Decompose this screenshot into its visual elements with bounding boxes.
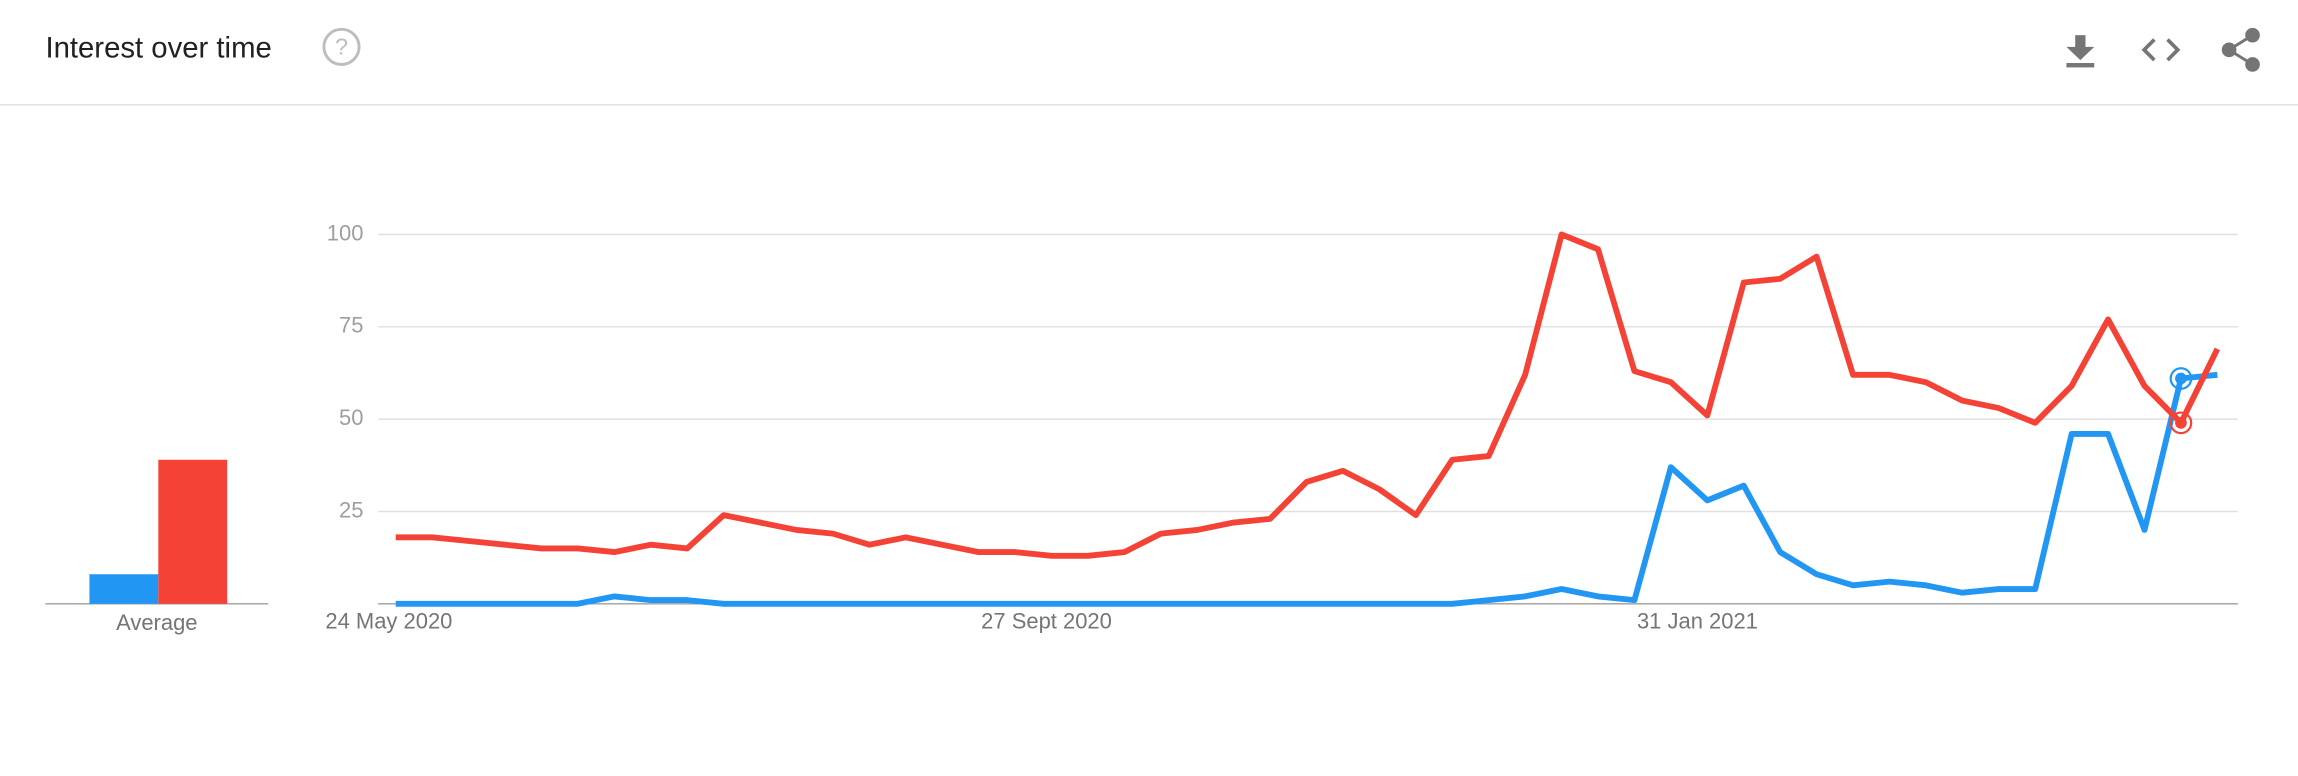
x-tick-label: 31 Jan 2021 — [1637, 609, 1758, 634]
y-tick-label: 50 — [339, 405, 363, 430]
x-tick-label: 24 May 2020 — [325, 609, 452, 634]
line-series — [395, 371, 2218, 607]
hover-point — [2175, 416, 2187, 429]
average-label: Average — [116, 610, 197, 635]
average-bar — [89, 574, 159, 604]
average-bar — [158, 459, 228, 604]
embed-button[interactable] — [2141, 38, 2181, 62]
hover-ring — [2169, 367, 2193, 390]
svg-text:?: ? — [335, 34, 348, 60]
plot: 25 50 75 100 24 May 2020 27 Sept 2020 31 Jan 2… — [45, 220, 2238, 635]
y-tick-label: 75 — [339, 313, 363, 338]
y-tick-label: 100 — [327, 220, 364, 245]
hover-ring — [2169, 411, 2193, 435]
y-tick-label: 25 — [339, 497, 363, 522]
x-tick-label: 27 Sept 2020 — [981, 609, 1112, 634]
chart-title: Interest over time — [45, 32, 271, 65]
help-icon[interactable]: ? — [322, 27, 361, 66]
line-series — [395, 231, 2221, 559]
hover-point — [2175, 372, 2187, 385]
share-button[interactable] — [2221, 27, 2260, 72]
download-button[interactable] — [2066, 35, 2095, 68]
